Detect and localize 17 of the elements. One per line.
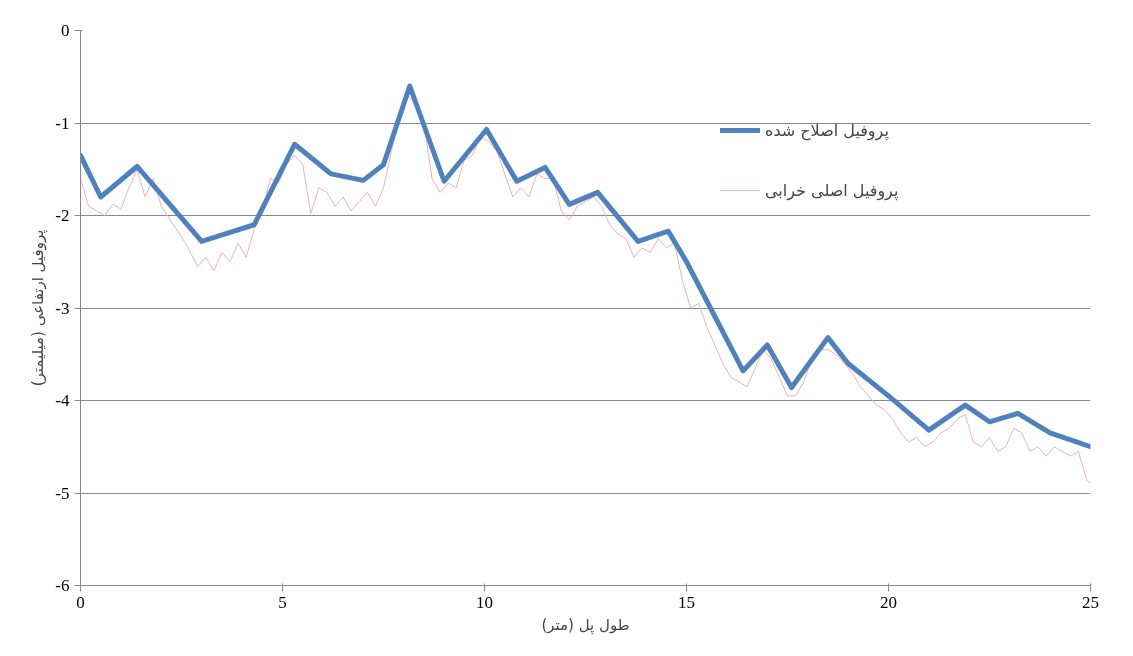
legend-label: پروفیل اصلی خرابی [765,180,899,200]
y-tick-label: 0 [61,21,70,40]
x-tick-label: 15 [678,592,695,612]
x-tick-label: 5 [278,592,287,612]
y-tick-label: -4 [55,391,70,410]
y-tick-label: -1 [55,113,70,133]
y-tick-label: -6 [55,576,70,595]
y-tick-label: -5 [55,483,70,503]
x-tick-label: 10 [476,592,493,612]
x-tick-label: 20 [880,592,897,612]
x-tick-label: 0 [76,592,85,612]
y-axis-title: پروفیل ارتفاعی (میلیمتر) [29,229,49,387]
x-tick-label: 25 [1082,592,1099,612]
x-axis-title: طول پل (متر) [541,615,630,635]
legend-label: پروفیل اصلاح شده [765,120,889,140]
y-tick-label: -2 [55,206,70,225]
y-tick-label: -3 [55,298,70,318]
